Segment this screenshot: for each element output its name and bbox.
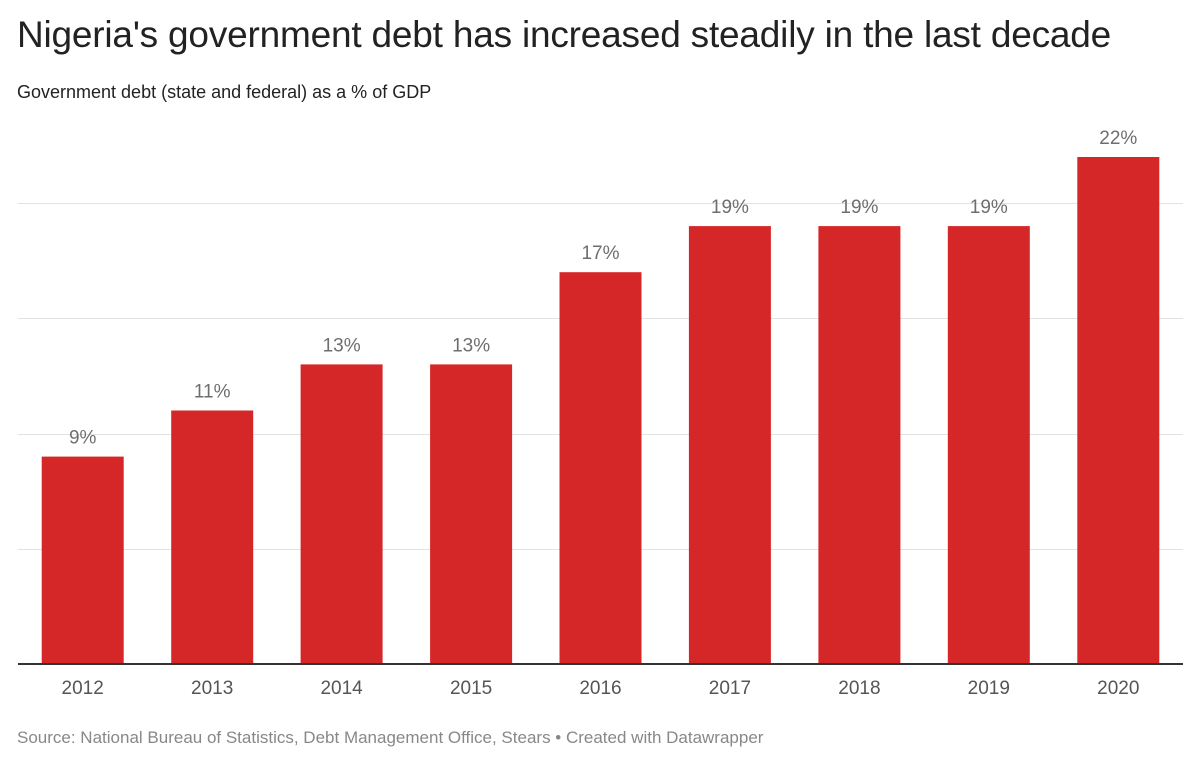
x-tick-label-2014: 2014 xyxy=(320,678,363,699)
value-label-2013: 11% xyxy=(194,382,231,403)
bar-2019 xyxy=(947,226,1030,664)
source-note: Source: National Bureau of Statistics, D… xyxy=(17,728,764,747)
bar-2013 xyxy=(171,410,254,664)
bar-2012 xyxy=(41,456,124,664)
bar-2018 xyxy=(818,226,901,664)
bar-2016 xyxy=(559,272,642,664)
x-tick-label-2017: 2017 xyxy=(709,678,751,699)
value-label-2015: 13% xyxy=(452,335,490,356)
x-tick-label-2020: 2020 xyxy=(1097,678,1139,699)
bar-2015 xyxy=(430,364,513,664)
value-label-2017: 19% xyxy=(711,197,749,218)
x-tick-label-2013: 2013 xyxy=(191,678,233,699)
value-label-2019: 19% xyxy=(970,197,1008,218)
x-tick-label-2015: 2015 xyxy=(450,678,492,699)
value-label-2020: 22% xyxy=(1099,128,1137,149)
value-label-2014: 13% xyxy=(323,335,361,356)
value-label-2018: 19% xyxy=(840,197,878,218)
x-tick-label-2019: 2019 xyxy=(968,678,1010,699)
x-tick-label-2018: 2018 xyxy=(838,678,880,699)
bars xyxy=(41,157,1160,664)
bar-2017 xyxy=(688,226,771,664)
value-label-2012: 9% xyxy=(69,428,97,449)
chart-subtitle: Government debt (state and federal) as a… xyxy=(17,82,432,102)
bar-2014 xyxy=(300,364,383,664)
value-label-2016: 17% xyxy=(581,243,619,264)
value-labels: 9% 11% 13% 13% 17% 19% 19% 19% 22% xyxy=(69,128,1137,449)
bar-2020 xyxy=(1077,157,1160,664)
chart-title: Nigeria's government debt has increased … xyxy=(17,14,1112,55)
x-tick-label-2012: 2012 xyxy=(62,678,104,699)
x-axis-tick-labels: 2012 2013 2014 2015 2016 2017 2018 2019 2020 xyxy=(62,678,1140,699)
x-tick-label-2016: 2016 xyxy=(579,678,621,699)
